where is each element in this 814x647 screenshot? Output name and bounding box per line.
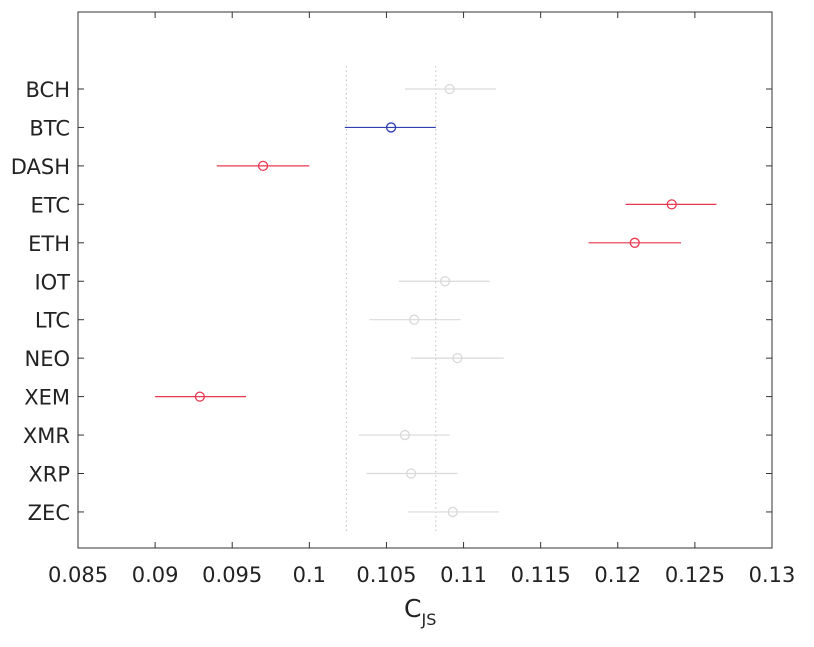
x-tick-label-1: 0.09 [132,563,179,587]
y-tick-label-xem: XEM [24,386,70,410]
x-tick-label-7: 0.12 [594,563,641,587]
y-axis: BCH BTC DASH ETC ETH IOT LTC NEO XEM XMR XRP ZEC [11,78,772,525]
y-tick-label-btc: BTC [29,116,70,140]
x-tick-label-0: 0.085 [48,563,108,587]
x-tick-label-9: 0.13 [749,563,796,587]
reference-lines [345,66,437,531]
point-etc [666,199,677,210]
y-tick-label-ltc: LTC [35,309,70,333]
x-tick-label-6: 0.115 [511,563,571,587]
x-tick-label-5: 0.11 [440,563,487,587]
plot-area [77,11,773,549]
y-tick-label-eth: ETH [28,232,70,256]
x-tick-label-2: 0.095 [202,563,262,587]
point-iot [439,276,451,287]
x-tick-label-8: 0.125 [665,563,725,587]
x-axis-label-main: C [404,594,421,623]
y-tick-label-zec: ZEC [28,501,70,525]
y-tick-label-iot: IOT [34,270,70,294]
y-tick-label-xrp: XRP [28,463,70,487]
point-xem [194,391,205,402]
point-neo [452,352,463,364]
point-xmr [399,429,411,441]
point-dash [257,160,269,172]
x-tick-label-3: 0.1 [293,563,326,587]
point-zec [447,506,458,518]
x-axis-label-subscript: JS [420,610,436,629]
x-axis-label: CJS [404,594,436,629]
y-tick-label-neo: NEO [24,347,70,371]
y-tick-label-bch: BCH [26,78,71,102]
interval-series [155,83,717,518]
x-tick-label-4: 0.105 [356,563,416,587]
x-axis: 0.085 0.09 0.095 0.1 0.105 0.11 0.115 0.12 0.125… [48,12,795,587]
point-btc [385,122,397,133]
y-tick-label-xmr: XMR [23,424,70,448]
point-bch [444,83,455,95]
point-ltc [409,314,420,325]
point-xrp [405,468,417,479]
point-eth [629,237,640,248]
y-tick-label-etc: ETC [30,193,70,217]
y-tick-label-dash: DASH [11,155,70,179]
